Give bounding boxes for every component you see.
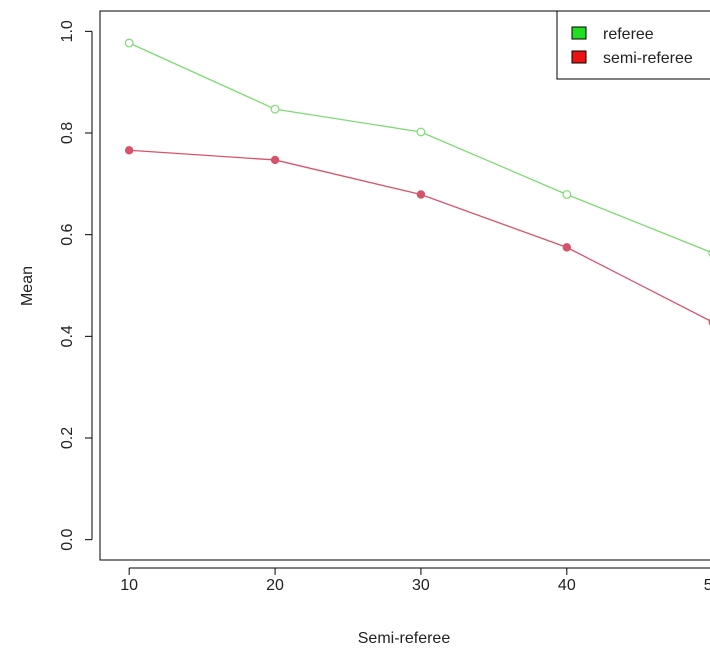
data-point [562,190,572,199]
series-referee [124,38,710,257]
series-layer [124,38,710,326]
y-tick-label: 1.0 [59,20,76,42]
y-tick-label: 0.2 [59,427,76,449]
y-tick-label: 0.0 [59,528,76,550]
data-point [270,155,280,165]
legend-label: semi-referee [603,50,693,67]
x-axis: 10 20 30 40 50 [120,567,710,594]
legend: referee semi-referee [556,10,710,80]
y-tick-label: 0.6 [59,223,76,245]
legend-label: referee [603,26,654,43]
y-axis: 0.0 0.2 0.4 0.6 0.8 1.0 [59,20,93,551]
x-tick-label: 10 [120,577,138,594]
series-semi-referee [124,146,710,326]
x-tick-label: 30 [412,577,430,594]
data-point [562,243,572,252]
x-tick-label: 50 [704,577,710,594]
data-point [416,127,426,137]
data-point [416,190,426,199]
y-tick-label: 0.4 [59,325,76,347]
legend-box [556,10,710,80]
y-tick-label: 0.8 [59,122,76,144]
series-line [129,149,710,322]
data-point [124,38,134,48]
legend-swatch [571,26,587,40]
x-tick-label: 40 [558,577,576,594]
x-axis-label: Semi-referee [358,630,451,647]
data-point [270,104,280,114]
y-axis-label: Mean [19,266,36,306]
plot-frame [99,10,710,561]
legend-swatch [571,50,587,64]
data-point [124,146,134,155]
x-tick-label: 20 [266,577,284,594]
